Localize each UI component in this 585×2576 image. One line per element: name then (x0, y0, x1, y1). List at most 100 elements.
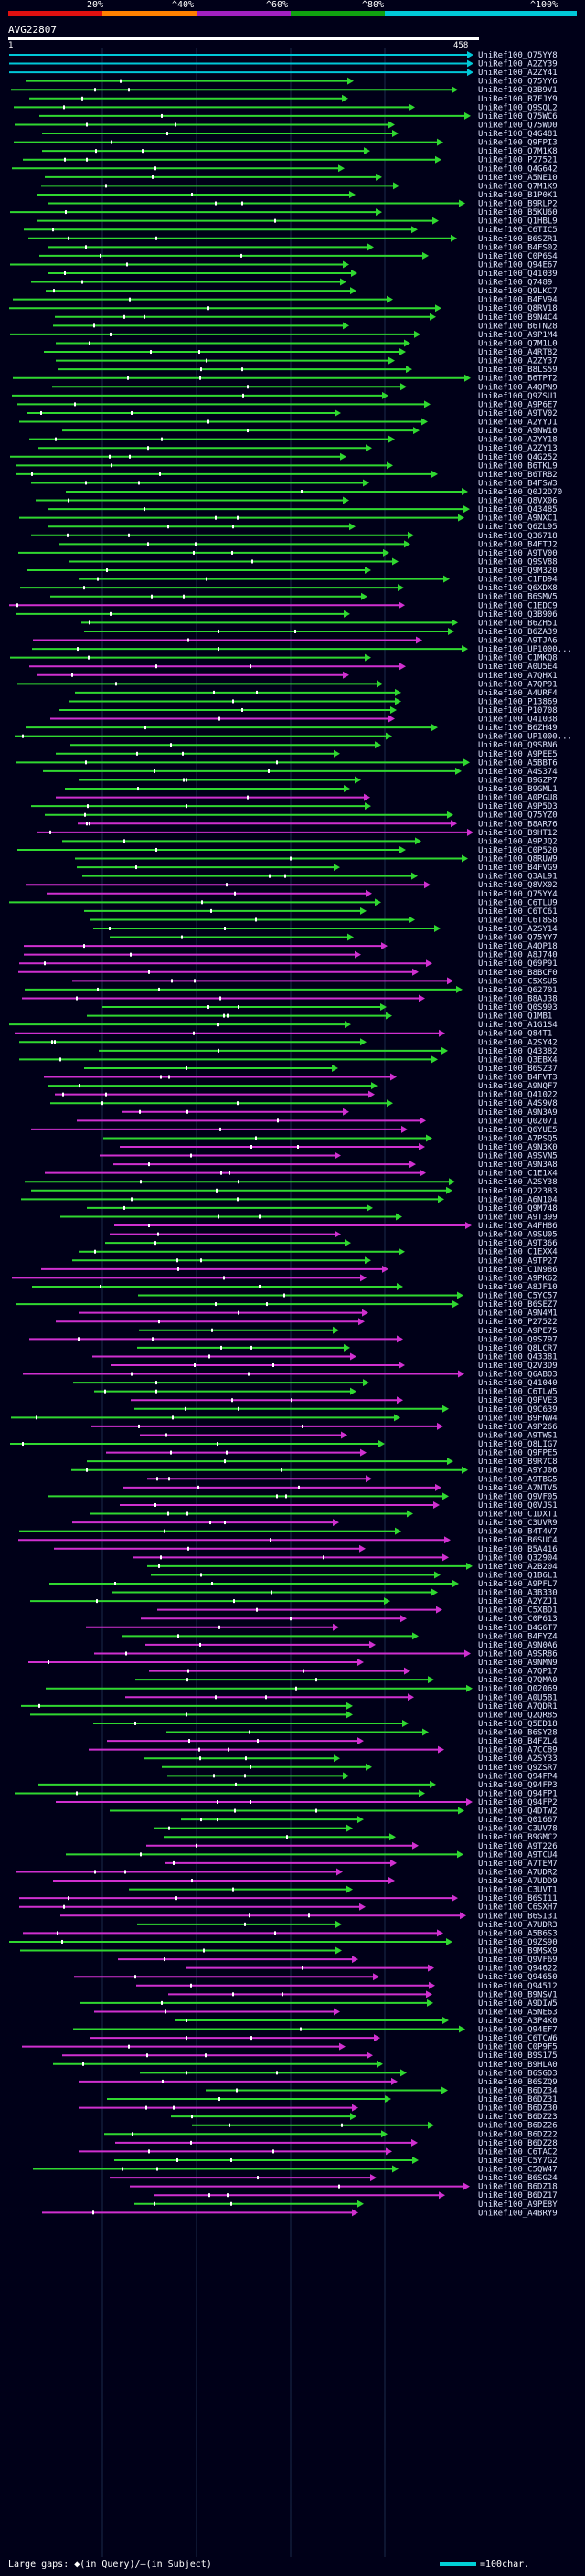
hit-label[interactable]: UniRef100_A5NE63 (478, 2008, 558, 2017)
hit-row[interactable]: UniRef100_B4T4V7 (19, 1527, 558, 1537)
hit-row[interactable]: UniRef100_C1FD94 (79, 575, 558, 585)
hit-label[interactable]: UniRef100_A7UDR2 (478, 1868, 558, 1877)
hit-label[interactable]: UniRef100_Q75YY8 (478, 51, 558, 60)
hit-row[interactable]: UniRef100_Q75YZ0 (45, 811, 558, 821)
hit-row[interactable]: UniRef100_Q6YUE5 (31, 1125, 558, 1135)
hit-row[interactable]: UniRef100_A2SY38 (25, 1178, 558, 1187)
hit-label[interactable]: UniRef100_A9N3A8 (478, 1161, 558, 1170)
hit-label[interactable]: UniRef100_B9RLP2 (478, 200, 558, 209)
hit-row[interactable]: UniRef100_A7NTV5 (123, 1483, 558, 1493)
hit-label[interactable]: UniRef100_A7QHX1 (478, 672, 558, 681)
hit-row[interactable]: UniRef100_A9NMN9 (28, 1659, 558, 1668)
hit-row[interactable]: UniRef100_P27521 (23, 155, 558, 165)
hit-label[interactable]: UniRef100_Q36718 (478, 532, 558, 541)
hit-label[interactable]: UniRef100_B6DZ18 (478, 2183, 558, 2192)
hit-row[interactable]: UniRef100_Q9ZSR7 (162, 1763, 558, 1773)
hit-label[interactable]: UniRef100_A9P266 (478, 1423, 558, 1432)
hit-label[interactable]: UniRef100_Q9C639 (478, 1405, 558, 1415)
hit-row[interactable]: UniRef100_Q22383 (31, 1186, 558, 1196)
hit-label[interactable]: UniRef100_Q75YY6 (478, 78, 558, 87)
hit-row[interactable]: UniRef100_C3UVT1 (129, 1885, 558, 1895)
hit-row[interactable]: UniRef100_Q9M320 (27, 567, 558, 576)
hit-label[interactable]: UniRef100_A9N4M1 (478, 1309, 558, 1319)
hit-row[interactable]: UniRef100_Q41038 (50, 715, 558, 725)
hit-row[interactable]: UniRef100_Q9SQL2 (14, 103, 558, 112)
hit-row[interactable]: UniRef100_B1P0K1 (37, 190, 558, 200)
hit-row[interactable]: UniRef100_A4BRY9 (42, 2209, 558, 2218)
hit-label[interactable]: UniRef100_A0U5B1 (478, 1693, 558, 1702)
hit-row[interactable]: UniRef100_B9MSX9 (20, 1946, 558, 1956)
hit-label[interactable]: UniRef100_A5B6S3 (478, 1929, 558, 1938)
hit-label[interactable]: UniRef100_Q7489 (478, 279, 552, 288)
hit-row[interactable]: UniRef100_UP1000... (15, 732, 572, 742)
hit-label[interactable]: UniRef100_B6ZH51 (478, 619, 558, 628)
hit-label[interactable]: UniRef100_Q94FP2 (478, 1798, 558, 1807)
hit-label[interactable]: UniRef100_B6DZ17 (478, 2191, 558, 2200)
hit-row[interactable]: UniRef100_Q3AL91 (82, 872, 558, 882)
hit-row[interactable]: UniRef100_B6TN28 (53, 322, 558, 331)
hit-label[interactable]: UniRef100_C0P520 (478, 846, 558, 855)
hit-row[interactable]: UniRef100_A5NE63 (94, 2008, 558, 2017)
hit-row[interactable]: UniRef100_C5Y7G2 (114, 2156, 558, 2166)
hit-label[interactable]: UniRef100_Q9M320 (478, 567, 558, 576)
hit-label[interactable]: UniRef100_B6SZQ9 (478, 2078, 558, 2087)
hit-label[interactable]: UniRef100_A3B330 (478, 1589, 558, 1598)
hit-row[interactable]: UniRef100_C5XSU5 (72, 977, 558, 986)
hit-row[interactable]: UniRef100_Q94622 (186, 1964, 558, 1974)
hit-label[interactable]: UniRef100_A9T399 (478, 1213, 558, 1222)
hit-row[interactable]: UniRef100_Q69P91 (19, 959, 558, 969)
hit-row[interactable]: UniRef100_Q0VJS1 (120, 1500, 558, 1511)
hit-row[interactable]: UniRef100_Q9ZS90 (9, 1937, 558, 1947)
hit-row[interactable]: UniRef100_A9P266 (91, 1422, 558, 1432)
hit-label[interactable]: UniRef100_Q4G252 (478, 453, 558, 462)
hit-label[interactable]: UniRef100_C0P9F5 (478, 2043, 558, 2052)
hit-row[interactable]: UniRef100_Q5ED18 (93, 1719, 558, 1729)
hit-row[interactable]: UniRef100_B9R7C8 (87, 1458, 558, 1467)
hit-label[interactable]: UniRef100_B4FVT3 (478, 1074, 558, 1083)
hit-label[interactable]: UniRef100_P27521 (478, 156, 558, 165)
hit-row[interactable]: UniRef100_C3UVR9 (72, 1519, 558, 1528)
hit-row[interactable]: UniRef100_Q41022 (55, 1090, 558, 1100)
hit-label[interactable]: UniRef100_B6DZ22 (478, 2130, 558, 2139)
hit-label[interactable]: UniRef100_C1MKQ8 (478, 654, 558, 663)
hit-row[interactable]: UniRef100_A7UDD9 (53, 1877, 558, 1886)
hit-row[interactable]: UniRef100_B6DZ23 (171, 2113, 558, 2122)
hit-row[interactable]: UniRef100_B6SG24 (110, 2174, 558, 2183)
hit-row[interactable]: UniRef100_A9NQF7 (48, 1082, 558, 1091)
hit-row[interactable]: UniRef100_Q43381 (92, 1352, 558, 1362)
hit-label[interactable]: UniRef100_Q02071 (478, 1117, 558, 1126)
hit-row[interactable]: UniRef100_A4QP18 (24, 942, 558, 951)
hit-label[interactable]: UniRef100_A9PE8Y (478, 2200, 558, 2210)
hit-label[interactable]: UniRef100_C1FD94 (478, 576, 558, 585)
hit-label[interactable]: UniRef100_A7QDR1 (478, 1702, 558, 1712)
hit-label[interactable]: UniRef100_Q8LIG7 (478, 1440, 558, 1449)
hit-row[interactable]: UniRef100_B8AJ38 (22, 994, 558, 1003)
hit-row[interactable]: UniRef100_A9N3A9 (122, 1108, 558, 1118)
hit-row[interactable]: UniRef100_B5KU60 (10, 208, 558, 217)
hit-label[interactable]: UniRef100_B6DZ26 (478, 2122, 558, 2131)
hit-label[interactable]: UniRef100_B6DZ31 (478, 2095, 558, 2104)
hit-label[interactable]: UniRef100_A2ZY39 (478, 60, 558, 69)
hit-label[interactable]: UniRef100_UP1000... (478, 645, 572, 654)
hit-row[interactable]: UniRef100_A5BBT6 (16, 758, 558, 768)
hit-row[interactable]: UniRef100_B4FVT3 (44, 1073, 558, 1083)
hit-label[interactable]: UniRef100_P10708 (478, 706, 558, 716)
hit-row[interactable]: UniRef100_A9YJ06 (71, 1466, 558, 1476)
hit-label[interactable]: UniRef100_B4T4V7 (478, 1528, 558, 1537)
hit-row[interactable]: UniRef100_Q9VF05 (48, 1492, 558, 1501)
hit-label[interactable]: UniRef100_Q4G481 (478, 130, 558, 139)
hit-row[interactable]: UniRef100_Q02071 (77, 1117, 558, 1126)
hit-row[interactable]: UniRef100_Q9C639 (134, 1405, 558, 1415)
hit-label[interactable]: UniRef100_Q0S993 (478, 1003, 558, 1012)
hit-row[interactable]: UniRef100_A9P5D3 (31, 802, 558, 811)
hit-label[interactable]: UniRef100_A2YY18 (478, 436, 558, 445)
hit-row[interactable]: UniRef100_Q7M1K9 (41, 182, 558, 191)
hit-label[interactable]: UniRef100_C5YC57 (478, 1292, 558, 1301)
hit-label[interactable]: UniRef100_P13869 (478, 697, 558, 706)
hit-row[interactable]: UniRef100_Q2QR85 (30, 1711, 558, 1720)
hit-row[interactable]: UniRef100_C6T8S8 (90, 916, 558, 925)
hit-label[interactable]: UniRef100_B9GZP7 (478, 776, 558, 785)
hit-row[interactable]: UniRef100_Q94EF7 (73, 2025, 558, 2035)
hit-label[interactable]: UniRef100_Q4DTW2 (478, 1807, 558, 1817)
hit-label[interactable]: UniRef100_Q01667 (478, 1816, 558, 1825)
